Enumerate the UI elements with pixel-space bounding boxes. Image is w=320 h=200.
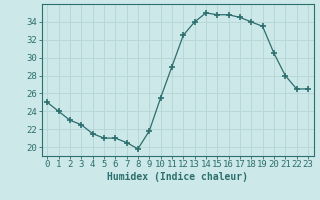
- X-axis label: Humidex (Indice chaleur): Humidex (Indice chaleur): [107, 172, 248, 182]
